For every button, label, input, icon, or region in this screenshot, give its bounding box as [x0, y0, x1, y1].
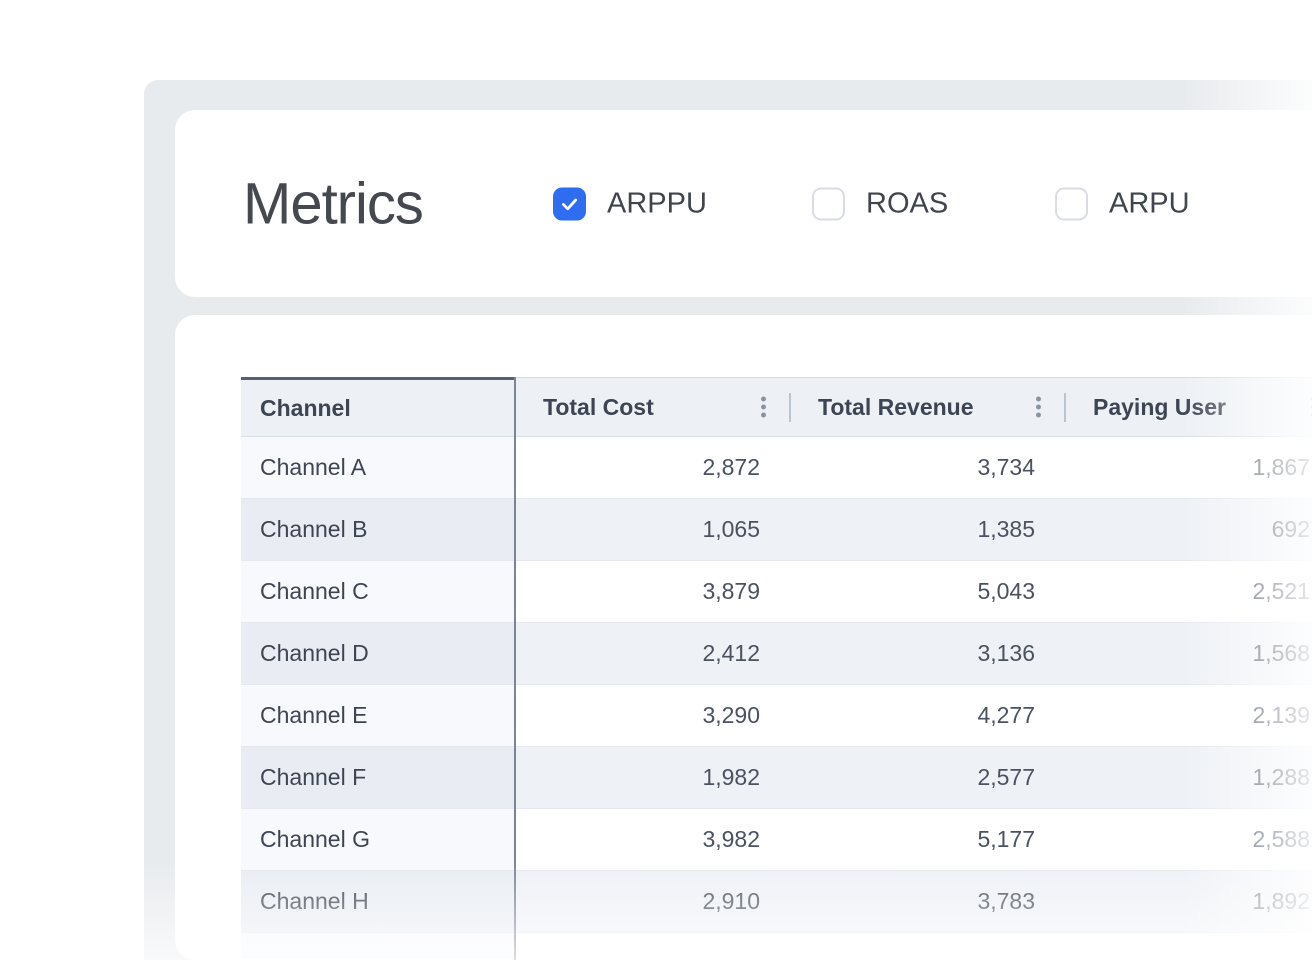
- paying-user-cell: 1,568: [1252, 640, 1310, 666]
- column-header-paying-user: Paying User: [1064, 377, 1312, 436]
- checkbox-unchecked-icon[interactable]: [812, 187, 845, 220]
- paying-user-cell: 2,588: [1252, 826, 1310, 852]
- paying-user-cell: 1,867: [1252, 454, 1310, 480]
- total-revenue-cell: 5,177: [977, 826, 1035, 852]
- total-cost-cell: 2,910: [702, 888, 760, 914]
- table-row: Channel A 2,872 3,734 1,867: [241, 437, 1312, 499]
- paying-user-cell: 2,521: [1252, 578, 1310, 604]
- total-revenue-cell: 3,734: [977, 454, 1035, 480]
- column-header-label: Total Revenue: [818, 393, 974, 420]
- column-header-label: Paying User: [1093, 393, 1226, 420]
- table-row: Channel C 3,879 5,043 2,521: [241, 561, 1312, 623]
- total-revenue-cell: 5,043: [977, 578, 1035, 604]
- channel-cell: Channel F: [241, 747, 515, 808]
- metrics-card: Metrics ARPPU ROAS ARPU: [175, 110, 1312, 297]
- total-revenue-cell: 3,783: [977, 888, 1035, 914]
- table-row: Channel D 2,412 3,136 1,568: [241, 623, 1312, 685]
- checkbox-checked-icon[interactable]: [553, 187, 586, 220]
- total-cost-cell: 1,982: [702, 764, 760, 790]
- metrics-title: Metrics: [243, 171, 424, 236]
- table-row: Channel G 3,982 5,177 2,588: [241, 809, 1312, 871]
- metric-checkbox-label: ROAS: [866, 187, 949, 219]
- metrics-table: Channel Total Cost Total Revenue Paying Use…: [241, 377, 1312, 960]
- column-header-label: Channel: [260, 394, 351, 421]
- channel-cell: [241, 933, 515, 959]
- total-cost-cell: 3,290: [702, 702, 760, 728]
- total-revenue-cell: 1,385: [977, 516, 1035, 542]
- total-cost-cell: 2,872: [702, 454, 760, 480]
- channel-cell: Channel A: [241, 437, 515, 498]
- column-header-total-revenue: Total Revenue: [789, 377, 1065, 436]
- metric-checkbox-roas[interactable]: ROAS: [812, 187, 948, 220]
- paying-user-cell: 1,892: [1252, 888, 1310, 914]
- table-row: Channel F 1,982 2,577 1,288: [241, 747, 1312, 809]
- total-revenue-cell: 3,136: [977, 640, 1035, 666]
- metric-checkbox-arppu[interactable]: ARPPU: [553, 187, 707, 220]
- column-menu-kebab-icon[interactable]: [1307, 393, 1312, 422]
- paying-user-cell: 1,288: [1252, 764, 1310, 790]
- paying-user-cell: 692: [1271, 516, 1310, 542]
- channel-cell: Channel E: [241, 685, 515, 746]
- channel-cell: Channel H: [241, 871, 515, 932]
- table-body: Channel A 2,872 3,734 1,867 Channel B 1,065 1,…: [241, 437, 1312, 959]
- channel-cell: Channel B: [241, 499, 515, 560]
- table-row: Channel B 1,065 1,385 692: [241, 499, 1312, 561]
- table-card: Channel Total Cost Total Revenue Paying Use…: [175, 315, 1312, 960]
- total-cost-cell: 3,982: [702, 826, 760, 852]
- table-row: Channel E 3,290 4,277 2,139: [241, 685, 1312, 747]
- column-header-label: Total Cost: [543, 393, 654, 420]
- column-header-total-cost: Total Cost: [515, 377, 790, 436]
- total-cost-cell: 2,412: [702, 640, 760, 666]
- metric-checkbox-label: ARPU: [1109, 187, 1190, 219]
- channel-cell: Channel C: [241, 561, 515, 622]
- column-menu-kebab-icon[interactable]: [1032, 393, 1045, 422]
- total-cost-cell: 3,879: [702, 578, 760, 604]
- pinned-column-divider: [514, 377, 516, 960]
- paying-user-cell: 2,139: [1252, 702, 1310, 728]
- table-header-row: Channel Total Cost Total Revenue Paying Use…: [241, 377, 1312, 437]
- metric-checkbox-label: ARPPU: [607, 187, 707, 219]
- total-revenue-cell: 2,577: [977, 764, 1035, 790]
- table-row-partial: [241, 933, 1312, 959]
- metric-checkbox-arpu[interactable]: ARPU: [1055, 187, 1190, 220]
- total-revenue-cell: 4,277: [977, 702, 1035, 728]
- channel-cell: Channel G: [241, 809, 515, 870]
- checkbox-unchecked-icon[interactable]: [1055, 187, 1088, 220]
- table-row: Channel H 2,910 3,783 1,892: [241, 871, 1312, 933]
- column-menu-kebab-icon[interactable]: [757, 393, 770, 422]
- total-cost-cell: 1,065: [702, 516, 760, 542]
- column-header-channel: Channel: [241, 377, 515, 436]
- channel-cell: Channel D: [241, 623, 515, 684]
